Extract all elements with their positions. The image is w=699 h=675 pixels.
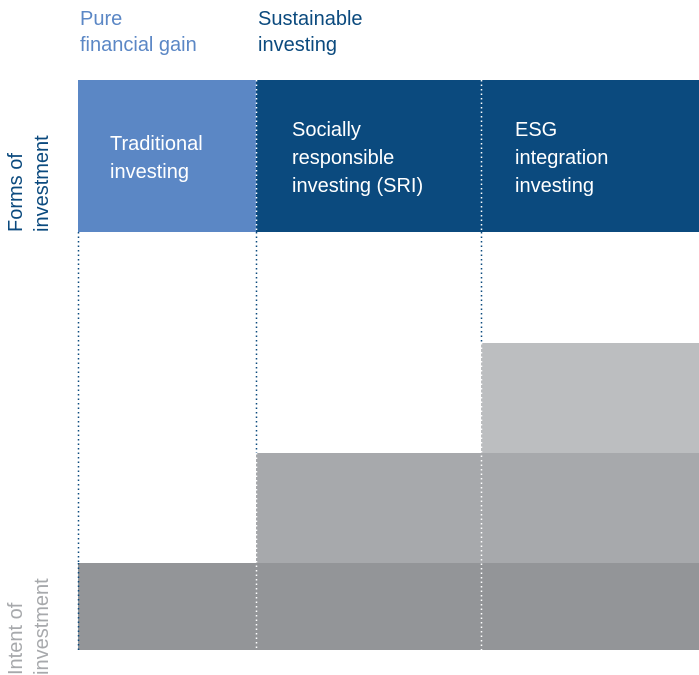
dividers — [77, 80, 483, 650]
form-label: Socially responsible investing (SRI) — [292, 119, 423, 197]
column-group-label-line: Pure — [80, 8, 122, 30]
intent-block-sri — [256, 453, 699, 563]
row-label-line: investment — [31, 578, 53, 675]
form-label-line: Traditional — [110, 133, 203, 155]
intent-block-base — [78, 563, 699, 650]
form-label-line: investing — [110, 161, 189, 183]
form-label-line: integration — [515, 147, 608, 169]
form-label-line: ESG — [515, 119, 557, 141]
intent-block-esg — [481, 343, 699, 453]
column-group-label-line: Sustainable — [258, 8, 363, 30]
column-group-label: Pure financial gain — [80, 8, 197, 56]
form-label-line: investing (SRI) — [292, 175, 423, 197]
form-label-line: investing — [515, 175, 594, 197]
column-group-label-line: investing — [258, 34, 337, 56]
row-label: Forms of investment — [5, 135, 53, 232]
form-label-line: responsible — [292, 147, 394, 169]
row-label-line: investment — [31, 135, 53, 232]
sustainable-cell — [256, 80, 699, 232]
row-label: Intent of investment — [5, 578, 53, 675]
row-label-line: Intent of — [5, 602, 27, 675]
form-label: Traditional investing — [110, 133, 203, 183]
row-label-line: Forms of — [5, 153, 27, 232]
form-label-line: Socially — [292, 119, 361, 141]
traditional-cell — [78, 80, 256, 232]
column-group-label-line: financial gain — [80, 34, 197, 56]
column-group-label: Sustainable investing — [258, 8, 363, 56]
form-label: ESG integration investing — [515, 119, 608, 197]
